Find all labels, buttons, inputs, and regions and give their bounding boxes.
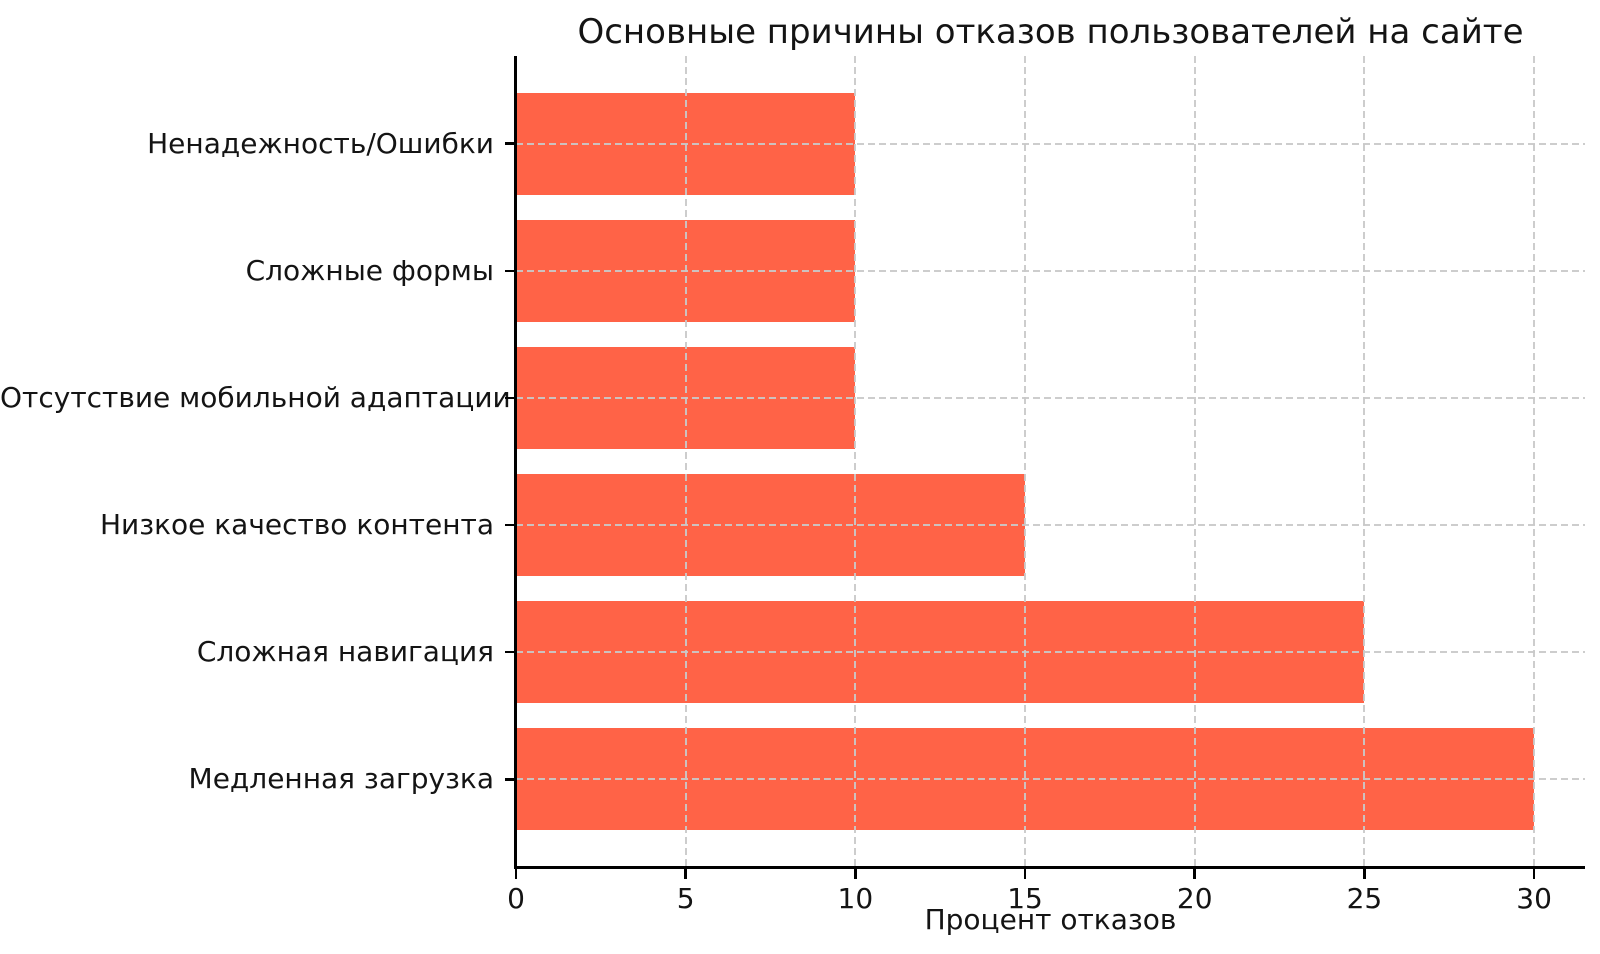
y-tick-label: Отсутствие мобильной адаптации [0, 380, 511, 414]
y-tick-mark [505, 523, 515, 527]
x-tick-label: 5 [676, 882, 695, 915]
x-gridline [1533, 56, 1536, 867]
y-tick-mark [505, 650, 515, 654]
y-tick-label: Ненадежность/Ошибки [147, 126, 494, 160]
x-tick-label: 10 [837, 882, 874, 915]
y-tick-label: Медленная загрузка [188, 762, 494, 796]
x-axis-title: Процент отказов [924, 903, 1177, 936]
y-tick-mark [505, 778, 515, 781]
y-gridline [516, 778, 1585, 781]
y-gridline [516, 142, 1585, 145]
x-tick-mark [1363, 869, 1366, 879]
y-gridline [516, 396, 1585, 399]
y-tick-mark [505, 396, 515, 400]
y-gridline [516, 524, 1585, 527]
x-gridline [1193, 56, 1196, 867]
y-tick-label: Сложные формы [245, 253, 494, 287]
x-tick-mark [514, 869, 518, 879]
x-tick-mark [1532, 869, 1536, 879]
x-tick-mark [684, 869, 687, 879]
y-axis-spine [514, 56, 517, 869]
x-gridline [1363, 56, 1366, 867]
y-gridline [516, 269, 1585, 272]
y-tick-label: Сложная навигация [196, 635, 494, 669]
x-gridline [684, 56, 687, 867]
x-tick-mark [854, 869, 857, 879]
y-tick-mark [505, 142, 515, 145]
chart-title: Основные причины отказов пользователей н… [577, 12, 1524, 52]
x-tick-label: 25 [1346, 882, 1383, 915]
y-gridline [516, 651, 1585, 654]
x-tick-label: 15 [1007, 882, 1043, 915]
x-gridline [854, 56, 857, 867]
x-tick-mark [1193, 869, 1196, 879]
x-tick-label: 20 [1176, 882, 1213, 915]
y-tick-label: Низкое качество контента [99, 508, 494, 542]
x-tick-label: 30 [1516, 882, 1552, 915]
x-tick-mark [1023, 869, 1027, 879]
x-gridline [1024, 56, 1027, 867]
x-axis-spine [514, 866, 1585, 869]
x-tick-label: 0 [507, 882, 525, 915]
y-tick-mark [505, 269, 515, 273]
